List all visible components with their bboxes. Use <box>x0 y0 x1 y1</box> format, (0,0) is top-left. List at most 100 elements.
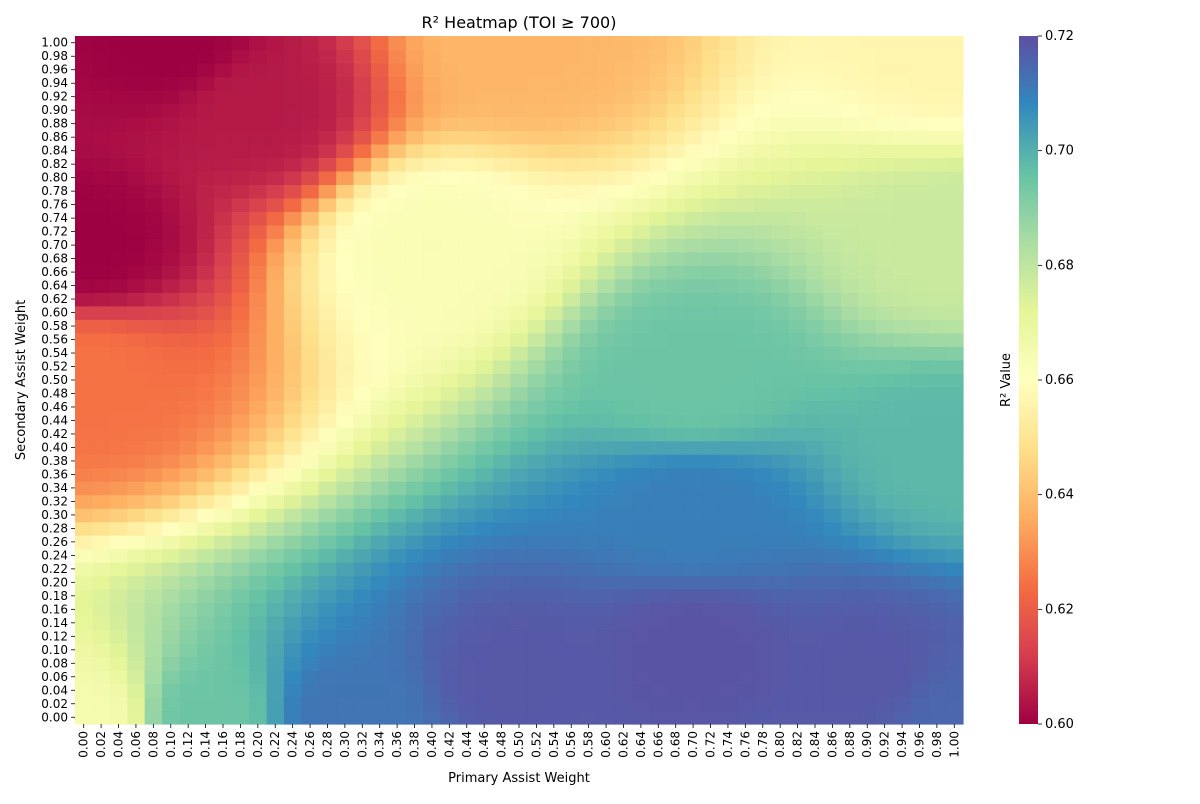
heatmap-cell <box>196 143 215 159</box>
heatmap-cell <box>353 643 372 658</box>
heatmap-cell <box>841 103 860 118</box>
heatmap-cell <box>318 319 337 334</box>
heatmap-cell <box>858 413 877 428</box>
heatmap-cell <box>440 562 459 577</box>
heatmap-cell <box>684 103 703 118</box>
heatmap-cell <box>910 184 929 199</box>
heatmap-cell <box>545 305 564 320</box>
heatmap-cell <box>701 373 720 388</box>
heatmap-cell <box>684 319 703 334</box>
heatmap-cell <box>196 62 215 78</box>
heatmap-cell <box>510 238 529 253</box>
heatmap-cell <box>196 346 215 361</box>
heatmap-cell <box>92 683 111 698</box>
heatmap-cell <box>231 400 250 415</box>
heatmap-cell <box>527 238 546 253</box>
heatmap-cell <box>388 251 407 266</box>
heatmap-cell <box>214 683 233 698</box>
heatmap-cell <box>736 251 755 266</box>
heatmap-cell <box>701 602 720 617</box>
heatmap-cell <box>910 130 929 145</box>
heatmap-cell <box>353 157 372 172</box>
heatmap-cell <box>283 386 302 401</box>
heatmap-cell <box>144 467 163 482</box>
heatmap-cell <box>458 157 477 172</box>
heatmap-cell <box>823 629 842 644</box>
heatmap-cell <box>353 103 372 118</box>
heatmap-cell <box>771 332 790 347</box>
heatmap-cell <box>736 116 755 132</box>
heatmap-cell <box>440 629 459 644</box>
heatmap-cell <box>353 76 372 91</box>
heatmap-cell <box>92 332 111 347</box>
heatmap-cell <box>597 49 616 64</box>
heatmap-cell <box>336 76 355 91</box>
heatmap-cell <box>684 548 703 563</box>
heatmap-cell <box>371 143 390 159</box>
heatmap-cell <box>579 670 598 685</box>
heatmap-cell <box>719 629 738 644</box>
heatmap-cell <box>667 386 686 401</box>
heatmap-cell <box>440 508 459 523</box>
heatmap-cell <box>405 481 424 496</box>
heatmap-cell <box>353 589 372 604</box>
heatmap-cell <box>440 521 459 536</box>
heatmap-cell <box>928 103 947 118</box>
heatmap-cell <box>527 548 546 563</box>
heatmap-cell <box>754 49 773 64</box>
heatmap-cell <box>910 548 929 563</box>
heatmap-cell <box>283 508 302 523</box>
heatmap-cell <box>475 62 494 78</box>
heatmap-cell <box>667 76 686 91</box>
heatmap-cell <box>510 76 529 91</box>
heatmap-cell <box>283 670 302 685</box>
heatmap-cell <box>371 251 390 266</box>
heatmap-cell <box>771 373 790 388</box>
heatmap-cell <box>75 494 94 509</box>
heatmap-cell <box>719 332 738 347</box>
heatmap-cell <box>875 305 894 320</box>
heatmap-cell <box>545 116 564 132</box>
heatmap-cell <box>858 454 877 469</box>
heatmap-cell <box>162 170 181 185</box>
heatmap-cell <box>614 710 633 725</box>
heatmap-cell <box>754 494 773 509</box>
heatmap-cell <box>127 400 146 415</box>
heatmap-cell <box>388 130 407 145</box>
heatmap-cell <box>771 197 790 212</box>
heatmap-cell <box>266 251 285 266</box>
heatmap-cell <box>440 292 459 307</box>
heatmap-cell <box>649 238 668 253</box>
heatmap-cell <box>318 589 337 604</box>
heatmap-cell <box>806 197 825 212</box>
heatmap-cell <box>823 224 842 239</box>
heatmap-cell <box>858 548 877 563</box>
heatmap-cell <box>144 305 163 320</box>
heatmap-cell <box>667 643 686 658</box>
heatmap-cell <box>562 508 581 523</box>
heatmap-cell <box>423 89 442 105</box>
heatmap-cell <box>875 481 894 496</box>
heatmap-cell <box>440 89 459 105</box>
heatmap-cell <box>928 346 947 361</box>
heatmap-cell <box>214 62 233 78</box>
heatmap-cell <box>405 373 424 388</box>
x-tick-label: 0.38 <box>408 731 422 758</box>
heatmap-cell <box>893 440 912 455</box>
x-tick-label: 0.12 <box>181 731 195 758</box>
heatmap-cell <box>179 400 198 415</box>
heatmap-cell <box>614 589 633 604</box>
heatmap-cell <box>579 49 598 64</box>
heatmap-cell <box>632 251 651 266</box>
y-tick-label: 0.58 <box>41 319 68 333</box>
heatmap-cell <box>667 575 686 590</box>
heatmap-cell <box>875 427 894 442</box>
heatmap-cell <box>75 454 94 469</box>
heatmap-cell <box>249 305 268 320</box>
heatmap-cell <box>440 535 459 550</box>
heatmap-cell <box>910 616 929 631</box>
heatmap-cell <box>440 184 459 199</box>
heatmap-cell <box>336 332 355 347</box>
heatmap-cell <box>458 562 477 577</box>
heatmap-cell <box>92 346 111 361</box>
